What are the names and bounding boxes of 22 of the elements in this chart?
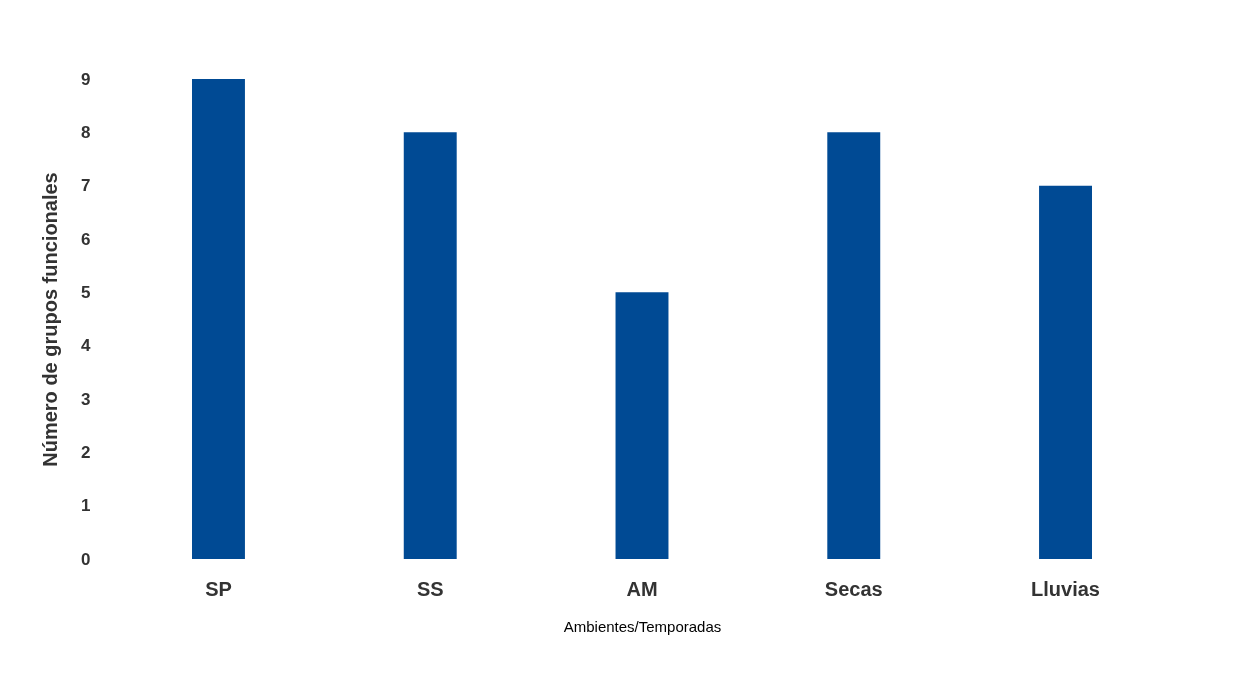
y-tick-label: 4 [81, 336, 92, 356]
y-tick-label: 8 [81, 122, 91, 142]
x-tick-label: Secas [824, 577, 883, 600]
y-tick-label: 9 [81, 69, 91, 89]
bar [403, 132, 457, 559]
y-tick-label: 3 [81, 389, 91, 409]
bar [192, 79, 245, 559]
x-tick-label: Lluvias [1031, 577, 1100, 600]
bar [827, 132, 881, 559]
y-tick-label: 7 [81, 176, 91, 196]
y-tick-label: 5 [81, 282, 91, 302]
y-tick-label: 2 [81, 442, 91, 462]
bar [615, 292, 669, 559]
y-tick-label: 6 [81, 229, 91, 249]
bar [1039, 185, 1092, 559]
x-axis-title: Ambientes/Temporadas [563, 617, 722, 635]
y-tick-label: 0 [81, 549, 91, 569]
y-axis-title: Número de grupos funcionales [39, 172, 62, 467]
y-tick-label: 1 [81, 496, 91, 516]
x-tick-label: SS [416, 577, 444, 600]
x-tick-label: SP [205, 577, 232, 600]
x-tick-label: AM [626, 577, 658, 600]
